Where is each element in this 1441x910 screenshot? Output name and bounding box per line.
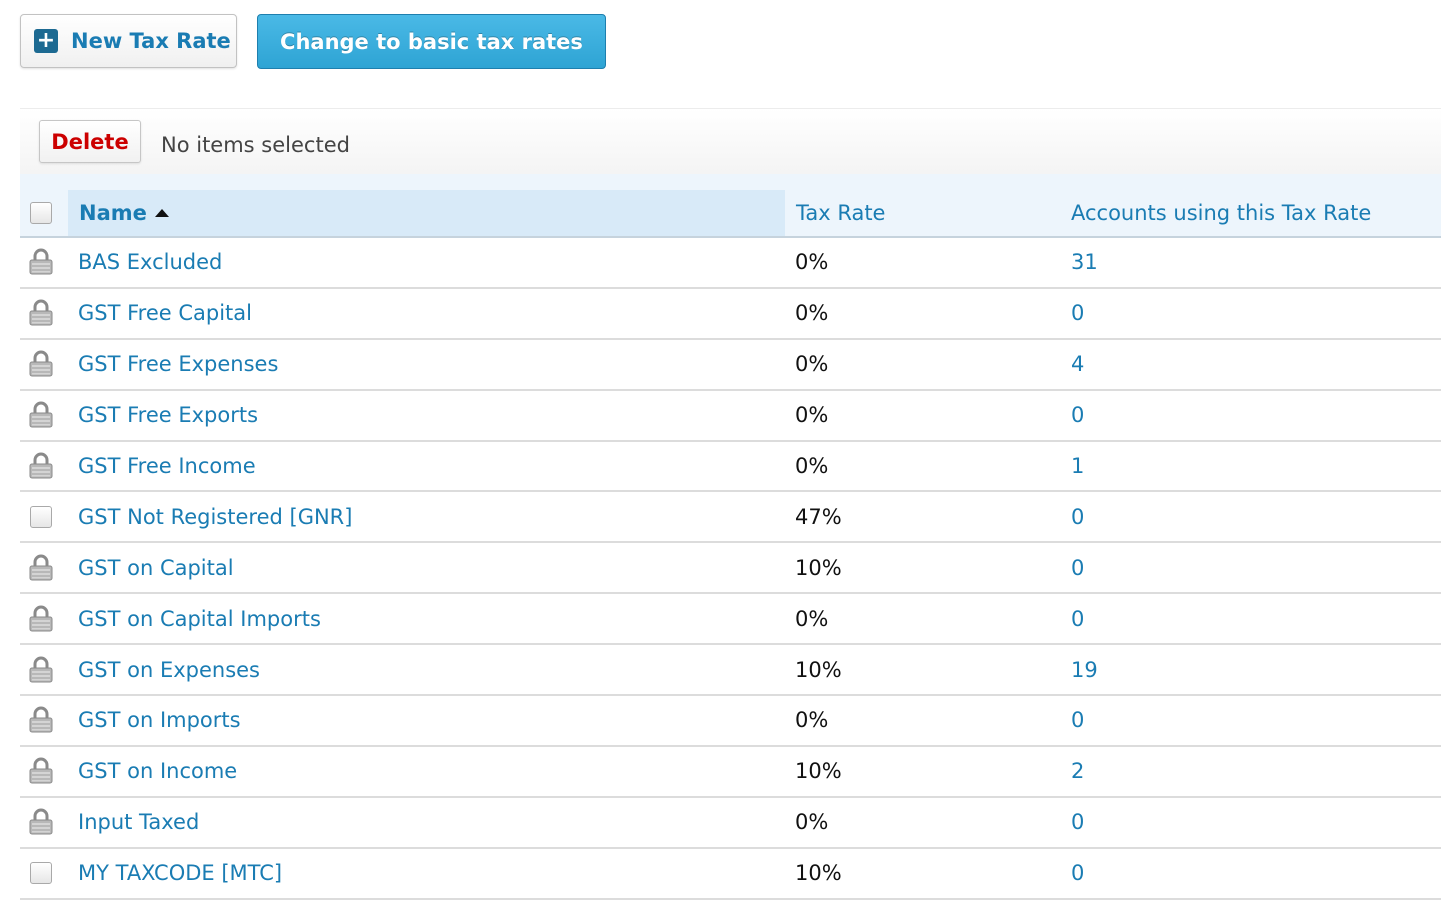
accounts-count-link[interactable]: 1 [1071,454,1085,478]
row-lead-cell [28,696,58,745]
new-tax-rate-label: New Tax Rate [71,29,231,53]
accounts-count-link[interactable]: 0 [1071,301,1085,326]
tax-rate-value: 0% [795,250,829,275]
lock-icon [28,605,54,633]
accounts-count-link[interactable]: 0 [1071,606,1085,631]
tax-rate-value: 0% [795,352,829,377]
select-all-checkbox[interactable] [30,202,52,224]
plus-icon: + [34,29,58,53]
tax-rate-name-link[interactable]: GST Free Income [78,454,256,478]
row-lead-cell [28,849,58,898]
table-row: GST on Imports 0% 0 [20,696,1441,747]
table-row: Input Taxed 0% 0 [20,798,1441,849]
tax-rate-value: 10% [795,759,842,784]
row-lead-cell [28,442,58,491]
lock-icon [28,656,54,684]
tax-rate-name-link[interactable]: GST on Imports [78,708,241,733]
tax-rate-name-link[interactable]: GST on Income [78,759,238,784]
table-row: GST on Income 10% 2 [20,747,1441,798]
row-lead-cell [28,645,58,694]
row-lead-cell [28,391,58,440]
row-lead-cell [28,594,58,643]
lock-icon [28,401,54,429]
tax-rate-value: 47% [795,504,842,529]
table-row: GST on Expenses 10% 19 [20,645,1441,697]
lock-icon [28,554,54,582]
delete-button[interactable]: Delete [39,120,141,163]
accounts-count-link[interactable]: 31 [1071,250,1098,275]
accounts-count-link[interactable]: 0 [1071,708,1085,733]
row-lead-cell [28,238,58,287]
lock-icon [28,808,54,836]
table-row: GST Free Income 0% 1 [20,442,1441,493]
tax-rate-name-link[interactable]: GST Not Registered [GNR] [78,504,353,529]
row-lead-cell [28,543,58,592]
table-row: GST Free Expenses 0% 4 [20,340,1441,391]
table-row: MY TAXCODE [MTC] 10% 0 [20,849,1441,900]
tax-rate-value: 10% [795,657,842,682]
row-lead-cell [28,340,58,389]
table-row: GST Free Capital 0% 0 [20,289,1441,340]
table-row: BAS Excluded 0% 31 [20,238,1441,289]
table-row: GST Not Registered [GNR] 47% 0 [20,492,1441,544]
row-checkbox[interactable] [30,862,52,885]
lock-icon [28,299,54,327]
accounts-count-link[interactable]: 0 [1071,555,1085,580]
column-header-accounts[interactable]: Accounts using this Tax Rate [1071,201,1372,225]
row-checkbox[interactable] [30,505,52,528]
tax-rate-name-link[interactable]: GST on Expenses [78,657,260,682]
lock-icon [28,706,54,734]
column-header-name[interactable]: Name [79,201,169,225]
tax-rate-value: 0% [795,454,829,478]
sort-ascending-icon [154,209,169,217]
sorted-column-highlight [68,190,785,236]
tax-rate-value: 0% [795,301,829,326]
column-header-tax-rate[interactable]: Tax Rate [796,201,886,225]
lock-icon [28,757,54,785]
tax-rate-name-link[interactable]: BAS Excluded [78,250,223,275]
tax-rates-table: Name Tax Rate Accounts using this Tax Ra… [20,174,1441,900]
table-row: GST Free Exports 0% 0 [20,391,1441,442]
table-header: Name Tax Rate Accounts using this Tax Ra… [20,174,1441,238]
tax-rate-name-link[interactable]: GST on Capital Imports [78,606,321,631]
accounts-count-link[interactable]: 0 [1071,504,1085,529]
bulk-action-bar: Delete No items selected [20,108,1441,183]
change-to-basic-tax-rates-button[interactable]: Change to basic tax rates [257,14,606,69]
row-lead-cell [28,747,58,796]
accounts-count-link[interactable]: 4 [1071,352,1085,377]
toolbar: + New Tax Rate Change to basic tax rates [20,14,606,69]
tax-rate-name-link[interactable]: GST Free Exports [78,403,259,428]
table-row: GST on Capital Imports 0% 0 [20,594,1441,646]
tax-rate-value: 0% [795,403,829,428]
new-tax-rate-button[interactable]: + New Tax Rate [20,14,237,68]
tax-rate-value: 10% [795,555,842,580]
tax-rate-name-link[interactable]: Input Taxed [78,810,200,835]
tax-rate-value: 0% [795,708,829,733]
lock-icon [28,350,54,378]
lock-icon [28,452,54,480]
tax-rate-name-link[interactable]: GST Free Capital [78,301,252,326]
column-header-name-label: Name [79,201,147,225]
tax-rate-name-link[interactable]: GST Free Expenses [78,352,279,377]
table-row: GST on Capital 10% 0 [20,543,1441,595]
accounts-count-link[interactable]: 0 [1071,861,1085,886]
row-lead-cell [28,289,58,338]
tax-rate-value: 10% [795,861,842,886]
accounts-count-link[interactable]: 2 [1071,759,1085,784]
selection-status: No items selected [161,133,350,157]
accounts-count-link[interactable]: 19 [1071,657,1098,682]
row-lead-cell [28,798,58,847]
tax-rate-name-link[interactable]: MY TAXCODE [MTC] [78,861,283,886]
tax-rate-value: 0% [795,606,829,631]
lock-icon [28,248,54,276]
tax-rate-name-link[interactable]: GST on Capital [78,555,234,580]
table-body: BAS Excluded 0% 31 GST Free Capital 0% 0 GST F… [20,238,1441,900]
tax-rate-value: 0% [795,810,829,835]
accounts-count-link[interactable]: 0 [1071,403,1085,428]
accounts-count-link[interactable]: 0 [1071,810,1085,835]
row-lead-cell [28,492,58,541]
